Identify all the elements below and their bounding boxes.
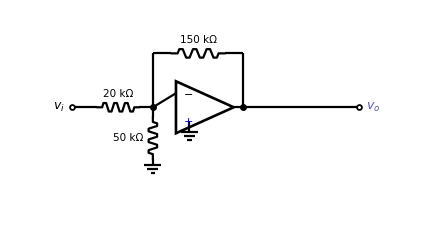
Text: $-$: $-$ bbox=[183, 88, 193, 98]
Text: $v_i$: $v_i$ bbox=[53, 101, 65, 114]
Text: 50 kΩ: 50 kΩ bbox=[113, 133, 143, 143]
Text: $+$: $+$ bbox=[183, 116, 193, 127]
Text: 20 kΩ: 20 kΩ bbox=[103, 89, 133, 99]
Text: 150 kΩ: 150 kΩ bbox=[180, 35, 217, 45]
Text: $v_o$: $v_o$ bbox=[366, 101, 380, 114]
